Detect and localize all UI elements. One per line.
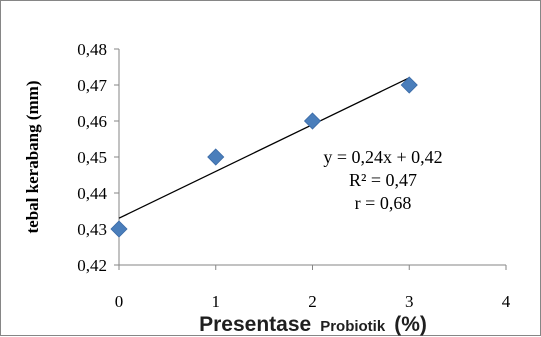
- chart-axes: [118, 49, 506, 266]
- regression-annotation: y = 0,24x + 0,42 R² = 0,47 r = 0,68: [323, 147, 442, 213]
- x-axis-label-unit: (%): [394, 313, 427, 336]
- data-point-marker: [400, 76, 418, 94]
- r-value-label: r = 0,68: [355, 193, 412, 213]
- x-tick-group: 0 1 2 3 4: [115, 265, 511, 311]
- x-tick-label: 0: [115, 292, 124, 311]
- r-squared-label: R² = 0,47: [349, 170, 417, 190]
- y-tick-label: 0,47: [77, 76, 107, 95]
- trendline: [118, 77, 410, 219]
- y-tick-label: 0,43: [77, 220, 107, 239]
- x-tick-label: 3: [405, 292, 414, 311]
- data-points: [110, 76, 418, 238]
- y-tick-label: 0,45: [77, 148, 107, 167]
- x-tick-label: 1: [212, 292, 221, 311]
- y-tick-label: 0,48: [77, 40, 107, 59]
- equation-label: y = 0,24x + 0,42: [323, 147, 442, 167]
- data-point-marker: [110, 220, 128, 238]
- x-tick-label: 2: [308, 292, 317, 311]
- data-point-marker: [207, 148, 225, 166]
- data-point-marker: [303, 112, 322, 130]
- x-axis-label: Presentase Probiotik (%): [199, 313, 427, 336]
- y-axis-label: tebal kerabang (mm): [23, 81, 42, 234]
- y-tick-label: 0,44: [77, 184, 107, 203]
- y-tick-label: 0,46: [77, 112, 107, 131]
- y-tick-label: 0,42: [77, 256, 107, 275]
- y-tick-group: 0,42 0,43 0,44 0,45 0,46 0,47 0,48: [77, 40, 119, 275]
- x-axis-label-main: Presentase: [199, 313, 311, 336]
- x-axis-label-sub: Probiotik: [320, 318, 386, 335]
- x-tick-label: 4: [502, 292, 511, 311]
